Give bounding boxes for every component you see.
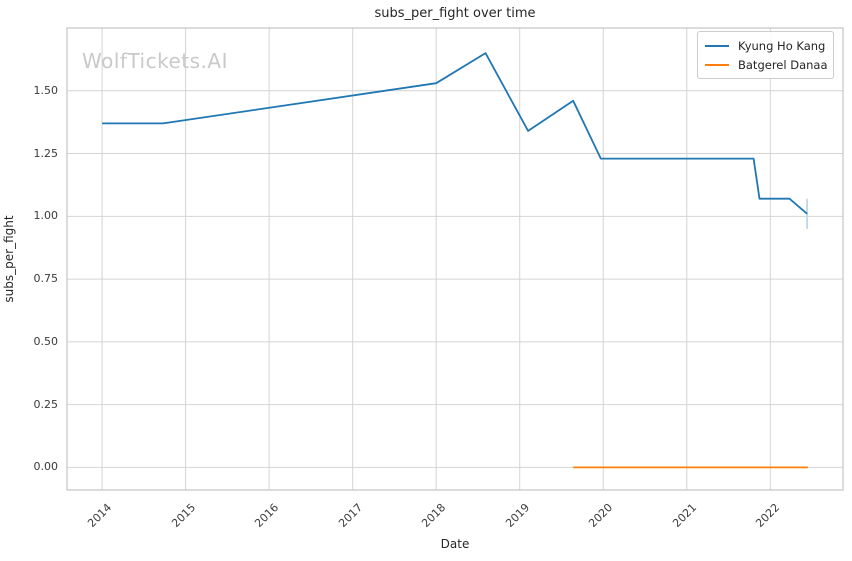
legend-entry-batgerel-danaa: Batgerel Danaa — [705, 55, 828, 74]
y-axis-label: subs_per_fight — [2, 215, 16, 303]
legend-label: Batgerel Danaa — [738, 57, 828, 72]
legend-line-swatch-blue — [705, 44, 729, 47]
chart-title: subs_per_fight over time — [374, 6, 536, 21]
legend-line-swatch-orange — [705, 63, 729, 66]
y-tick-label: 1.25 — [33, 146, 59, 160]
y-tick-label: 0.75 — [33, 272, 59, 286]
y-tick-label: 0.50 — [33, 334, 59, 348]
plot-border — [66, 27, 844, 491]
y-tick-label: 0.00 — [33, 460, 59, 474]
legend: Kyung Ho Kang Batgerel Danaa — [697, 31, 834, 79]
y-tick-label: 1.00 — [33, 209, 59, 223]
legend-label: Kyung Ho Kang — [738, 38, 826, 53]
series-line-0 — [102, 52, 808, 215]
x-axis-label: Date — [440, 537, 470, 551]
y-tick-label: 0.25 — [33, 397, 59, 411]
legend-entry-kyung-ho-kang: Kyung Ho Kang — [705, 36, 825, 55]
watermark-text: WolfTickets.AI — [82, 49, 228, 73]
y-tick-label: 1.50 — [33, 83, 59, 97]
